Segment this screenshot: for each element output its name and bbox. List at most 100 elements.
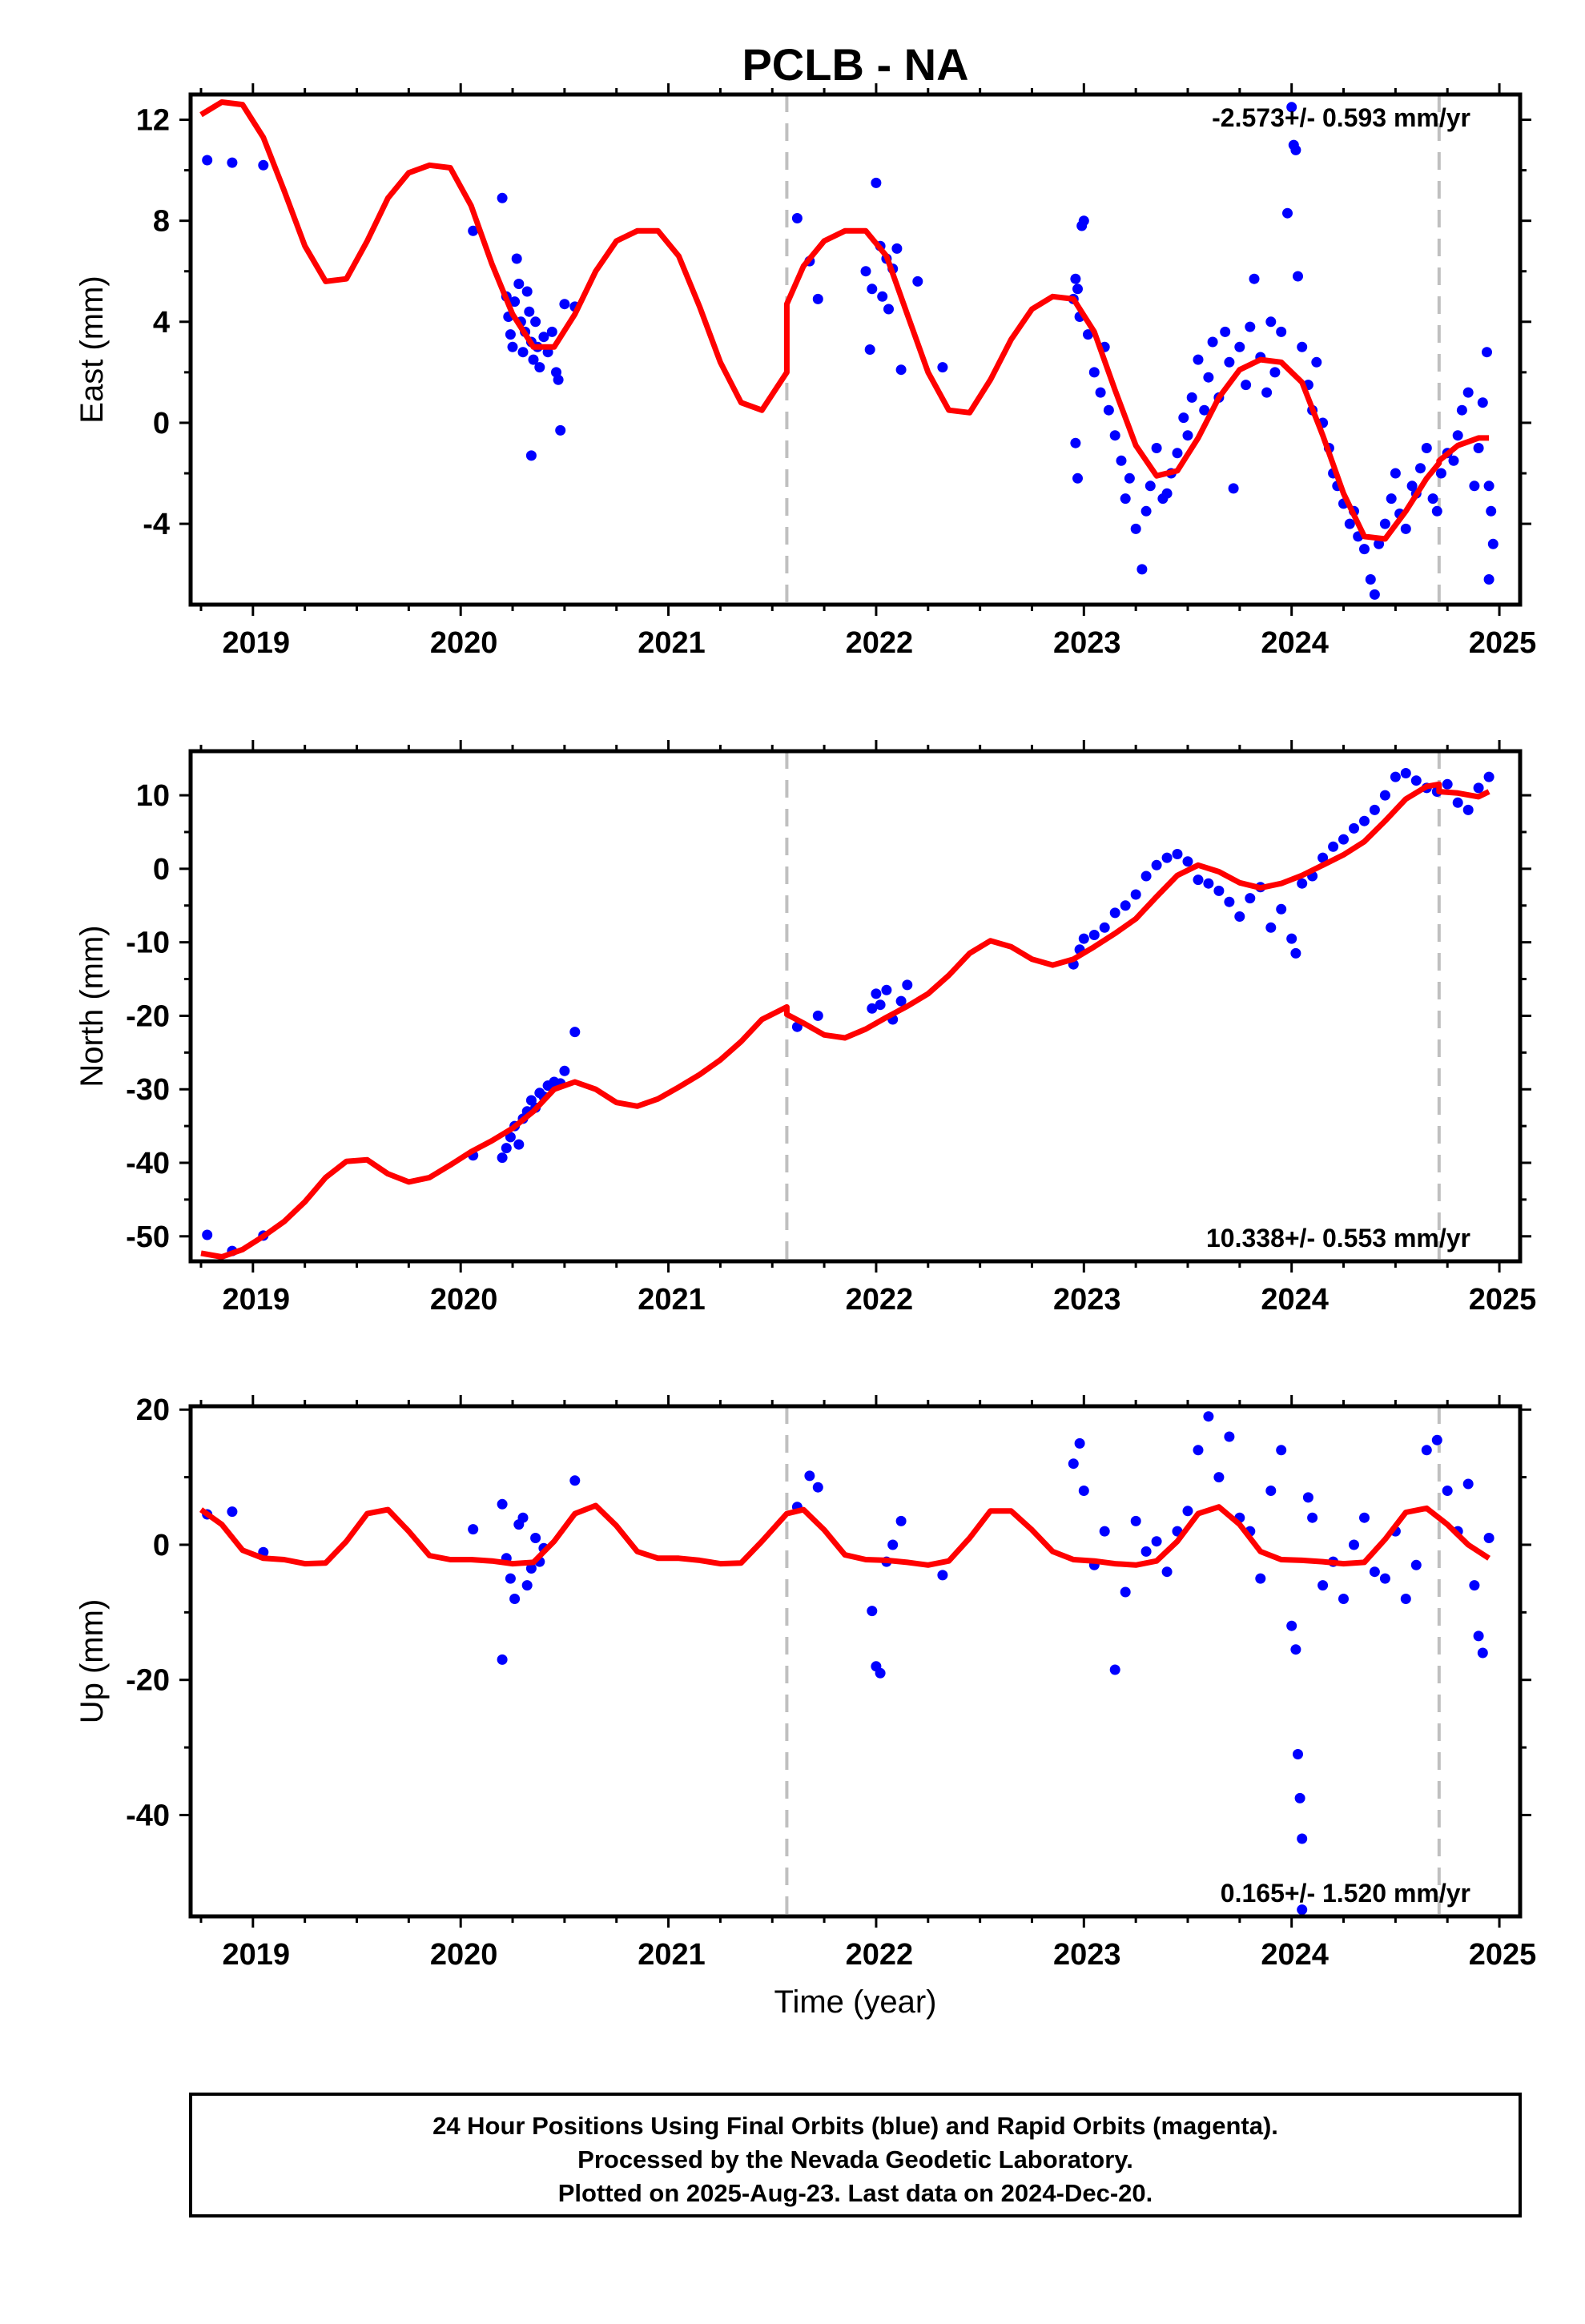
east-data-point xyxy=(867,283,878,295)
east-data-point xyxy=(1477,397,1488,408)
north-x-tick-label: 2022 xyxy=(846,1283,914,1317)
north-data-point xyxy=(881,984,892,995)
east-data-point xyxy=(1072,472,1083,484)
up-data-point xyxy=(937,1570,948,1581)
north-data-point xyxy=(1120,900,1131,911)
north-data-point xyxy=(1473,782,1484,794)
north-data-point xyxy=(871,988,882,999)
north-data-point xyxy=(875,999,886,1011)
up-y-tick-label: -20 xyxy=(126,1664,170,1698)
north-data-point xyxy=(1452,797,1463,808)
north-data-point xyxy=(1338,834,1349,845)
up-data-point xyxy=(227,1506,238,1518)
up-data-point xyxy=(1130,1515,1141,1526)
up-panel: 2019 2020 2021 2022 2023 2024 2025 -40 -20 0 20 Up … xyxy=(74,1393,1536,1972)
north-data-point xyxy=(1400,768,1411,778)
up-data-point xyxy=(569,1475,581,1486)
north-data-point xyxy=(1151,859,1162,870)
east-data-point xyxy=(1151,443,1162,453)
east-rate-label: -2.573+/- 0.593 mm/yr xyxy=(1212,103,1470,132)
east-data-point xyxy=(559,299,570,310)
north-data-point xyxy=(1359,815,1370,826)
up-x-tick-label: 2024 xyxy=(1261,1938,1329,1972)
up-x-tick-label: 2023 xyxy=(1053,1938,1121,1972)
north-data-point xyxy=(1224,896,1235,907)
east-x-tick-label: 2020 xyxy=(430,626,498,660)
north-data-point xyxy=(1078,933,1089,944)
east-data-point xyxy=(912,275,923,287)
north-data-point xyxy=(1213,885,1225,896)
up-data-point xyxy=(1293,1749,1303,1759)
up-data-point xyxy=(1297,1833,1308,1844)
east-data-point xyxy=(509,296,521,308)
up-y-tick-label: 20 xyxy=(136,1393,170,1427)
east-data-point xyxy=(1182,430,1193,441)
east-data-point xyxy=(1487,538,1499,549)
east-data-point xyxy=(497,192,508,203)
east-data-point xyxy=(1431,505,1442,517)
east-model-curve xyxy=(199,99,1490,542)
east-data-point xyxy=(1282,207,1293,219)
north-data-point xyxy=(501,1143,512,1154)
up-data-point xyxy=(1442,1486,1453,1496)
north-x-tick-label: 2021 xyxy=(638,1283,706,1317)
east-data-point xyxy=(1482,347,1492,358)
east-data-point xyxy=(528,354,539,365)
north-y-tick-label: -30 xyxy=(126,1073,170,1107)
east-data-point xyxy=(1207,336,1218,348)
east-data-point xyxy=(1220,326,1231,337)
north-data-point xyxy=(569,1027,581,1038)
north-x-tick-label: 2019 xyxy=(223,1283,291,1317)
north-data-point xyxy=(1442,778,1453,790)
up-model-curve xyxy=(199,1502,1491,1568)
east-data-point xyxy=(555,424,566,436)
east-data-point xyxy=(895,364,907,376)
east-data-point xyxy=(1140,505,1152,517)
up-data-point xyxy=(1349,1539,1359,1550)
north-data-point xyxy=(1290,947,1301,959)
up-data-point xyxy=(1359,1512,1370,1523)
north-y-tick-label: 0 xyxy=(153,853,170,887)
up-data-point xyxy=(1462,1478,1474,1490)
up-x-tick-label: 2019 xyxy=(223,1938,291,1972)
east-data-point xyxy=(891,243,903,254)
east-data-point xyxy=(871,177,882,188)
east-data-point xyxy=(1203,372,1214,383)
east-data-point xyxy=(1095,387,1106,398)
north-data-point xyxy=(1182,856,1193,867)
footer-frame xyxy=(189,2093,1522,2217)
up-data-point xyxy=(1068,1458,1079,1470)
up-data-point xyxy=(1109,1664,1120,1675)
footer-line-3: Plotted on 2025-Aug-23. Last data on 202… xyxy=(558,2179,1153,2207)
east-data-point xyxy=(553,374,564,385)
up-data-point xyxy=(1151,1536,1162,1547)
up-data-point xyxy=(1473,1630,1484,1642)
east-data-point xyxy=(1070,273,1081,284)
up-y-tick-label: 0 xyxy=(153,1529,170,1562)
east-data-point xyxy=(524,306,535,317)
up-data-point xyxy=(1161,1566,1173,1578)
north-data-point xyxy=(902,979,913,991)
east-plot-frame xyxy=(188,92,1523,607)
figure-title: PCLB - NA xyxy=(742,39,968,90)
east-data-point xyxy=(1245,321,1256,332)
up-data-point xyxy=(895,1515,907,1526)
east-data-point xyxy=(1088,367,1100,378)
up-data-point xyxy=(1074,1437,1085,1449)
up-data-point xyxy=(1369,1566,1380,1578)
up-data-point xyxy=(497,1498,508,1510)
north-data-point xyxy=(1099,922,1110,933)
east-data-point xyxy=(546,326,557,337)
up-data-point xyxy=(1338,1594,1349,1604)
east-data-point xyxy=(1228,483,1239,494)
up-y-tick-label: -40 xyxy=(126,1799,170,1832)
north-x-tick-label: 2020 xyxy=(430,1283,498,1317)
up-data-point xyxy=(1307,1512,1318,1523)
up-data-point xyxy=(1302,1492,1313,1503)
up-data-point xyxy=(1182,1506,1193,1517)
north-data-point xyxy=(1203,878,1214,889)
east-data-point xyxy=(1469,480,1480,492)
up-data-point xyxy=(804,1470,815,1482)
up-data-point xyxy=(525,1563,537,1574)
east-x-tick-label: 2025 xyxy=(1469,626,1537,660)
